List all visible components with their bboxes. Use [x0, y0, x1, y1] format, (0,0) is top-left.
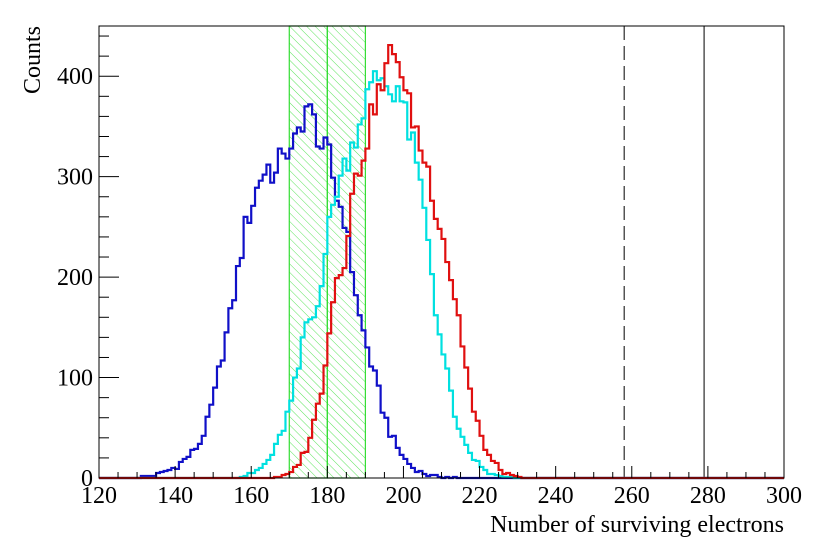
x-tick-label: 300 [766, 483, 802, 509]
series-line [99, 70, 784, 480]
y-tick-label: 400 [57, 64, 93, 90]
x-axis-label: Number of surviving electrons [490, 512, 784, 538]
y-axis-label: Counts [20, 26, 46, 94]
y-tick-label: 0 [81, 466, 93, 492]
x-tick-label: 200 [385, 483, 421, 509]
x-tick-label: 160 [233, 483, 269, 509]
series-line [99, 43, 784, 480]
series-line [99, 103, 784, 480]
y-tick-label: 300 [57, 165, 93, 191]
x-tick-label: 180 [309, 483, 345, 509]
hatched-band-1 [288, 25, 328, 479]
y-tick-label: 200 [57, 265, 93, 291]
x-tick-label: 120 [81, 483, 117, 509]
plot-frame [98, 25, 785, 479]
x-tick-label: 220 [462, 483, 498, 509]
plot-area [99, 25, 784, 480]
x-tick-label: 280 [690, 483, 726, 509]
x-tick-label: 260 [614, 483, 650, 509]
x-tick-label: 240 [538, 483, 574, 509]
y-tick-label: 100 [57, 366, 93, 392]
histogram-series-2 [99, 70, 784, 480]
axis-ticks: 120 140 160 180 200 220 240 260 280 300 0 100 200 300… [57, 35, 802, 509]
histogram-series-3 [99, 43, 784, 480]
x-tick-label: 140 [157, 483, 193, 509]
histogram-series-1 [99, 103, 784, 480]
